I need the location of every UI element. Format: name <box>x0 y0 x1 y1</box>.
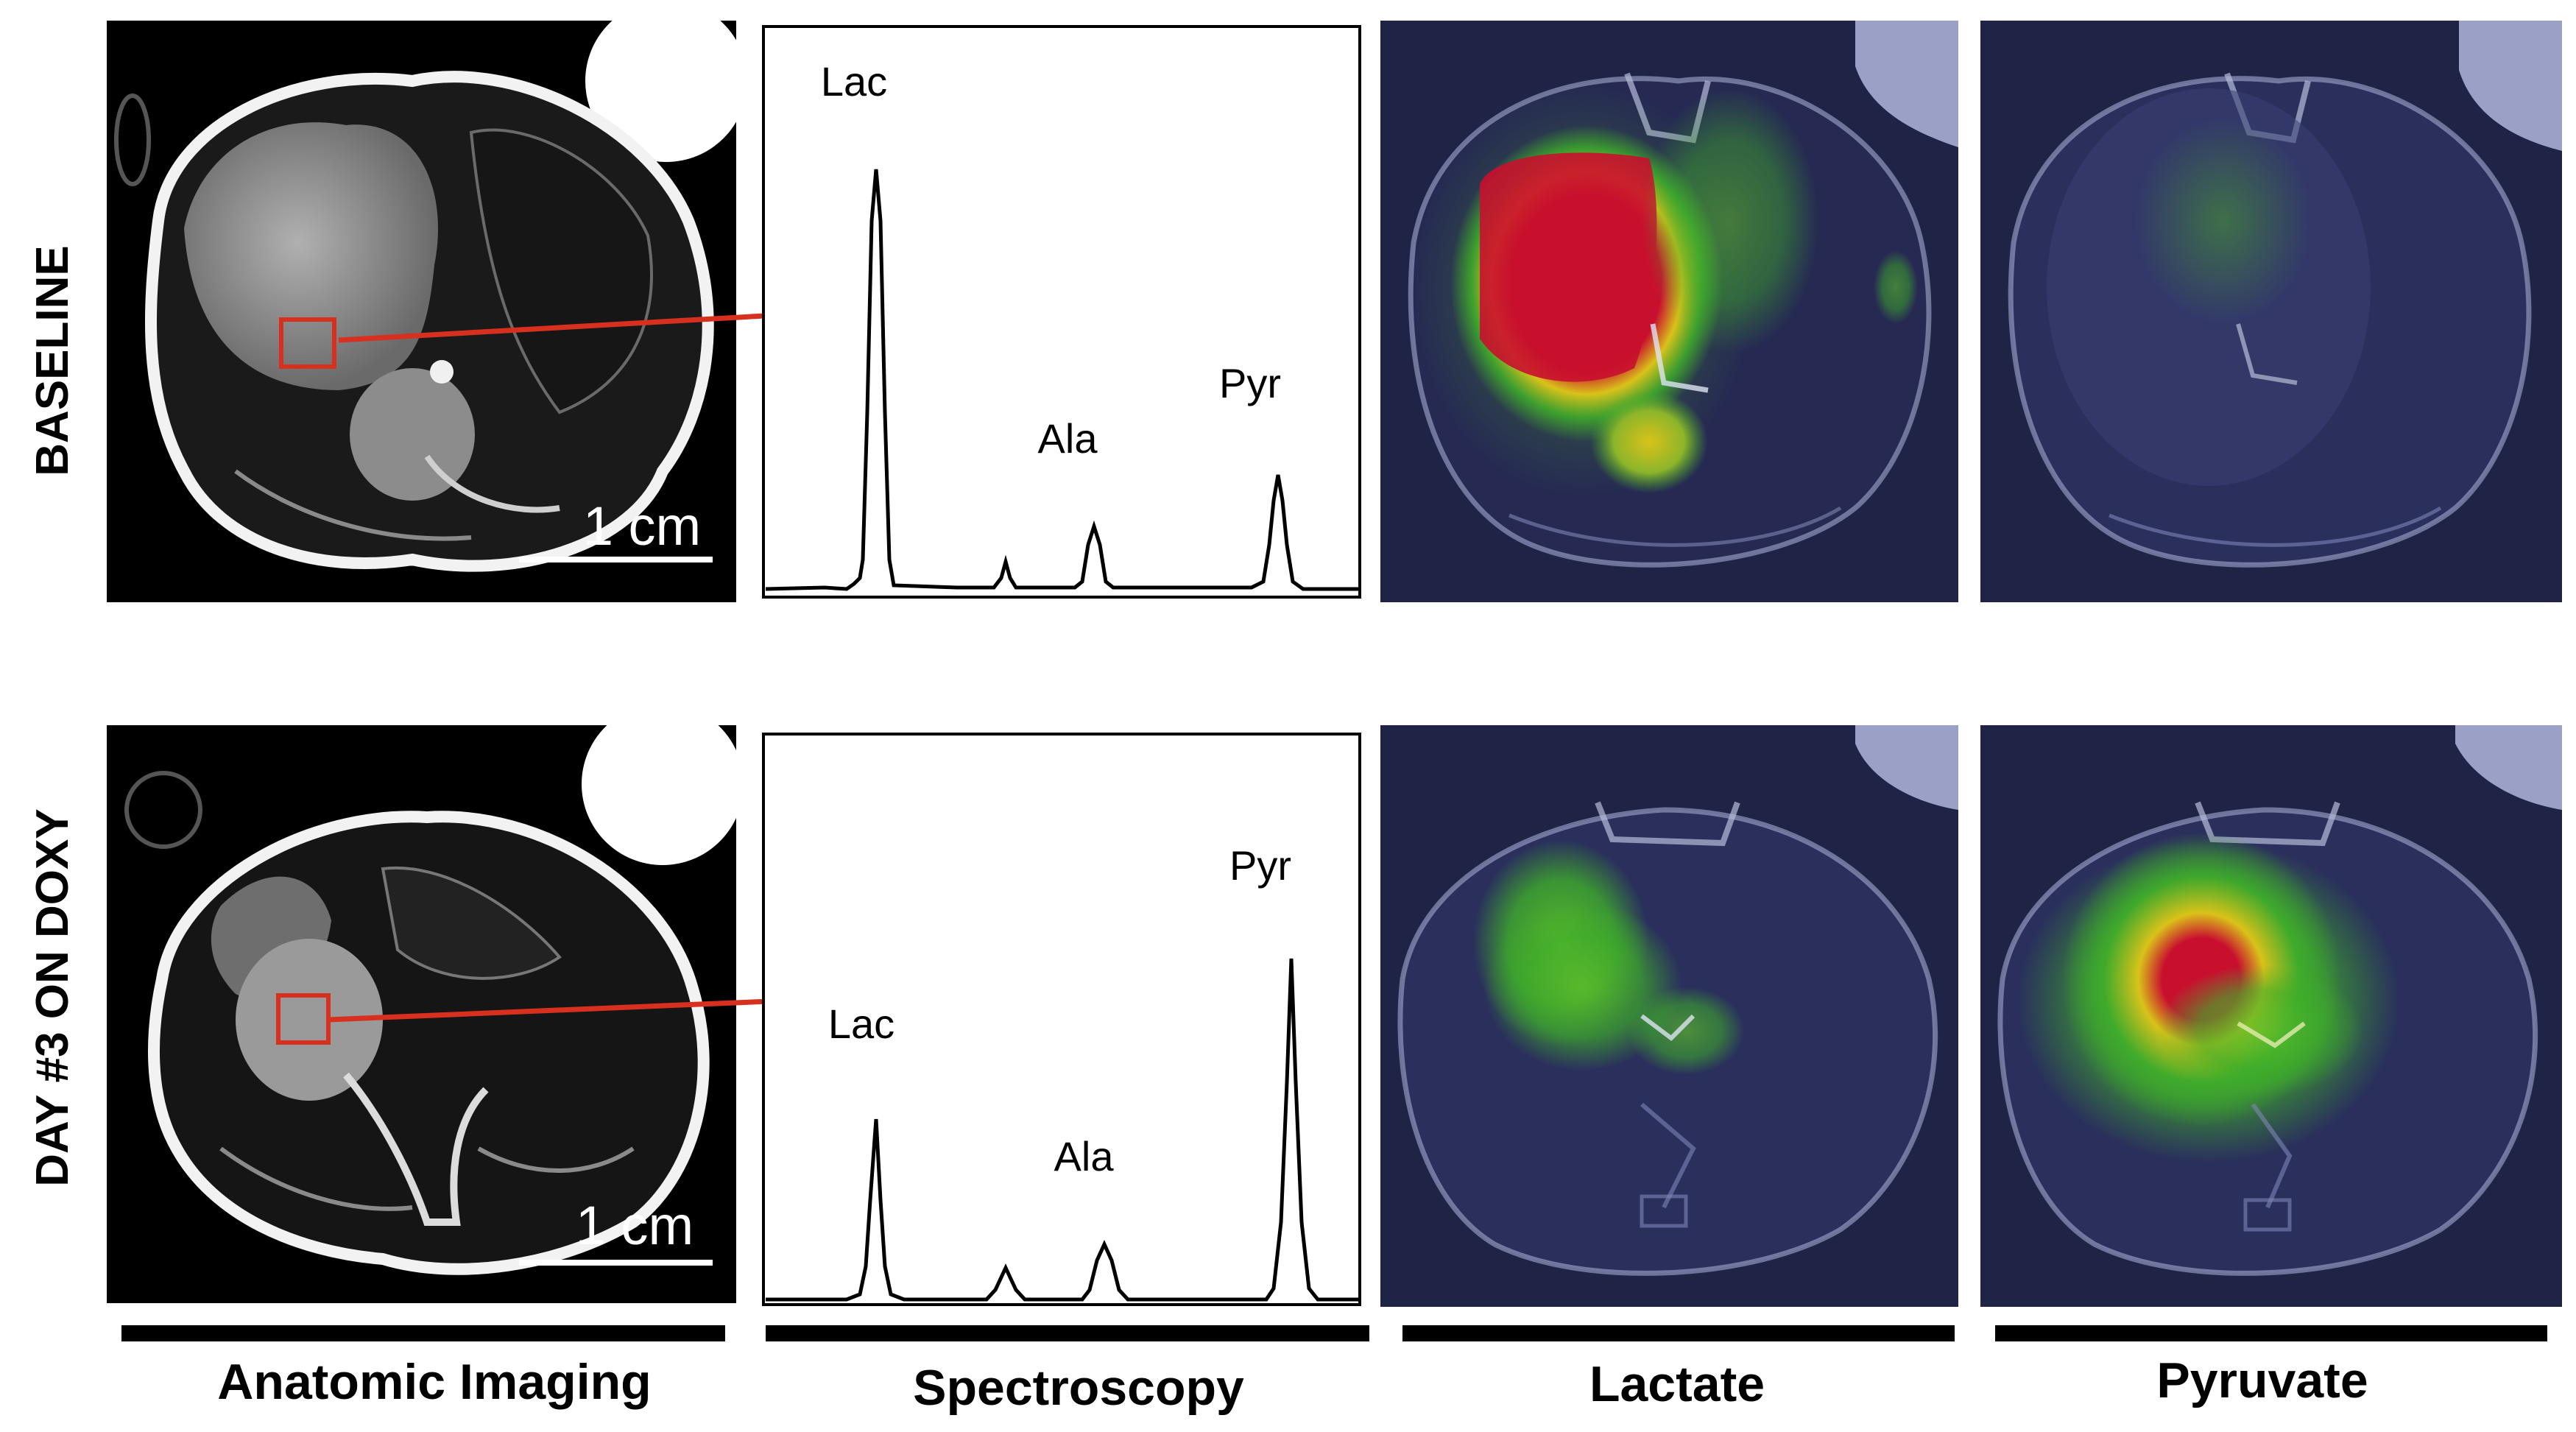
arrow-day3 <box>328 996 824 1023</box>
lactate-map-baseline <box>1380 21 1958 602</box>
column-label-lactate: Lactate <box>1589 1356 1765 1412</box>
scale-bar-label-day3: 1 cm <box>576 1195 694 1256</box>
column-bar-anatomic <box>121 1325 725 1341</box>
column-label-pyruvate: Pyruvate <box>2156 1352 2368 1408</box>
roi-box-baseline <box>279 317 336 369</box>
column-bar-lactate <box>1402 1325 1955 1341</box>
peak-label-ala-day3: Ala <box>1054 1133 1115 1179</box>
peak-label-lac-baseline: Lac <box>821 58 887 105</box>
scale-bar-label-baseline: 1 cm <box>583 495 701 557</box>
peak-label-lac-day3: Lac <box>828 1001 894 1047</box>
pyruvate-map-day3 <box>1980 725 2562 1307</box>
pyruvate-map-baseline <box>1980 21 2562 602</box>
row-label-baseline: BASELINE <box>27 245 78 476</box>
column-bar-spectroscopy <box>766 1325 1369 1341</box>
spectrum-day3: Lac Ala Pyr <box>762 733 1361 1306</box>
spectrum-trace-baseline <box>765 169 1358 591</box>
peak-label-pyr-day3: Pyr <box>1229 842 1291 889</box>
column-bar-pyruvate <box>1995 1325 2547 1341</box>
peak-label-pyr-baseline: Pyr <box>1219 360 1281 406</box>
lactate-map-day3 <box>1380 725 1958 1307</box>
spectrum-trace-day3 <box>766 958 1358 1302</box>
peak-label-ala-baseline: Ala <box>1038 415 1098 462</box>
row-label-day3: DAY #3 ON DOXY <box>27 808 78 1186</box>
column-label-spectroscopy: Spectroscopy <box>913 1360 1244 1416</box>
anatomic-image-baseline: 1 cm <box>107 0 747 602</box>
anatomic-image-day3: 1 cm <box>107 703 744 1303</box>
arrow-baseline <box>338 310 816 343</box>
column-label-anatomic: Anatomic Imaging <box>217 1354 651 1410</box>
spectrum-baseline: Lac Ala Pyr <box>762 25 1361 599</box>
